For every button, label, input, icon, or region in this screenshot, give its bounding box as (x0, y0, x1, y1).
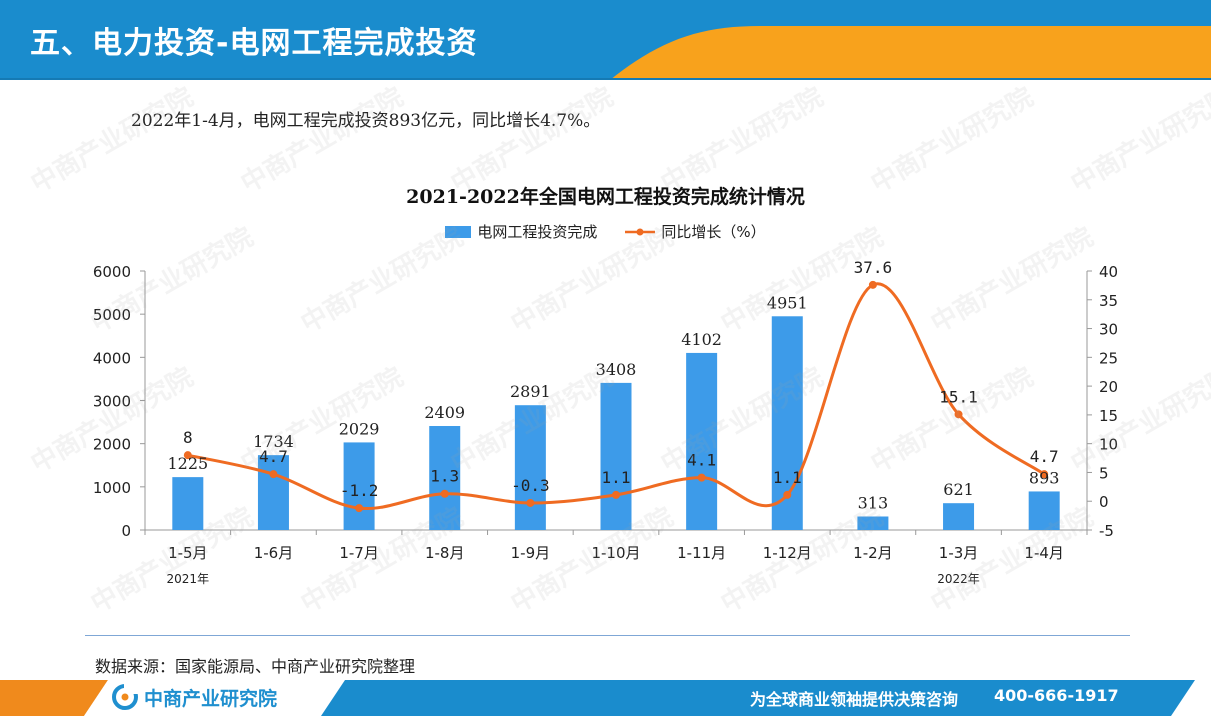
y-right-tick-label: 35 (1099, 292, 1118, 310)
y-right-tick-label: 10 (1099, 436, 1118, 454)
x-tick-label: 1-12月 (763, 544, 812, 562)
y-left-tick-label: 2000 (93, 436, 131, 454)
bar (343, 442, 375, 530)
y-right-tick-label: 5 (1099, 464, 1109, 482)
x-tick-label: 1-3月 (939, 544, 979, 562)
source-text: 数据来源：国家能源局、中商产业研究院整理 (95, 657, 416, 676)
year-label: 2021年 (167, 572, 210, 586)
bar-data-label: 2029 (339, 419, 380, 438)
bar-data-label: 1225 (167, 454, 208, 473)
growth-point (1040, 470, 1049, 479)
footer-slogan: 为全球商业领袖提供决策咨询 (750, 690, 959, 709)
growth-point (355, 504, 364, 513)
bar (600, 382, 632, 530)
bar (943, 503, 975, 530)
brand-logo: 中商产业研究院 (112, 684, 277, 710)
bar (686, 352, 718, 530)
growth-point (954, 410, 963, 419)
line-data-label: 4.7 (1030, 447, 1059, 466)
y-left-tick-label: 3000 (93, 393, 131, 411)
bar (1028, 491, 1060, 530)
line-data-label: -1.2 (340, 481, 379, 500)
bar-data-label: 1734 (253, 432, 294, 451)
bar-data-label: 621 (943, 480, 974, 499)
x-tick-label: 1-9月 (511, 544, 551, 562)
legend-item-bar: 电网工程投资完成 (445, 221, 597, 242)
growth-point (612, 490, 620, 499)
year-label: 2022年 (937, 572, 980, 586)
divider (85, 635, 1130, 636)
line-data-label: 1.3 (430, 467, 459, 486)
x-tick-label: 1-4月 (1024, 544, 1064, 562)
x-tick-label: 1-10月 (591, 544, 640, 562)
bar-data-label: 4102 (681, 330, 722, 349)
bar (257, 455, 289, 530)
legend-bar-label: 电网工程投资完成 (477, 223, 598, 241)
chart-title: 2021-2022年全国电网工程投资完成统计情况 (406, 186, 805, 208)
y-right-tick-label: 30 (1099, 321, 1118, 339)
y-right-tick-label: 25 (1099, 349, 1118, 367)
bar-data-label: 313 (858, 493, 889, 512)
bar (172, 477, 204, 530)
y-left-tick-label: 6000 (93, 263, 131, 281)
line-data-label: 8 (183, 428, 193, 447)
y-right-tick-label: 0 (1099, 493, 1109, 511)
growth-point (697, 473, 706, 482)
bar (429, 426, 461, 530)
bar-data-label: 2891 (510, 382, 551, 401)
brand-logo-icon (112, 684, 138, 710)
line-data-label: 1.1 (773, 468, 802, 487)
bar (857, 516, 889, 530)
bar-data-label: 893 (1029, 468, 1060, 487)
growth-point (868, 280, 877, 289)
x-tick-label: 1-8月 (425, 544, 465, 562)
growth-point (440, 489, 449, 498)
y-left-tick-label: 4000 (93, 349, 131, 367)
footer-band (0, 680, 1195, 716)
legend-line-swatch (625, 228, 656, 235)
growth-point (526, 498, 535, 507)
growth-point (183, 451, 192, 460)
line-data-label: 4.7 (259, 447, 288, 466)
brand-name: 中商产业研究院 (144, 687, 278, 710)
bar-data-label: 4951 (767, 293, 808, 312)
y-right-tick-label: 40 (1099, 263, 1118, 281)
line-data-label: -0.3 (511, 476, 550, 495)
y-left-tick-label: 1000 (93, 479, 131, 497)
bar-data-label: 2409 (424, 403, 465, 422)
x-tick-label: 1-6月 (254, 544, 294, 562)
chart-legend: 电网工程投资完成 同比增长（%） (0, 221, 1211, 242)
y-left-tick-label: 0 (121, 522, 131, 540)
x-tick-label: 1-7月 (339, 544, 379, 562)
legend-line-label: 同比增长（%） (661, 223, 766, 241)
line-data-label: 4.1 (687, 451, 716, 470)
line-data-label: 37.6 (854, 258, 893, 277)
footer-hotline: 400-666-1917 (994, 686, 1119, 705)
line-data-label: 15.1 (939, 387, 978, 406)
growth-point (269, 470, 278, 479)
page-title: 五、电力投资-电网工程完成投资 (30, 26, 478, 61)
legend-bar-swatch (445, 225, 472, 238)
legend-item-line: 同比增长（%） (625, 221, 766, 242)
y-right-tick-label: 20 (1099, 378, 1118, 396)
summary-text: 2022年1-4月，电网工程完成投资893亿元，同比增长4.7%。 (131, 111, 601, 131)
header-band (0, 0, 1211, 80)
x-tick-label: 1-11月 (677, 544, 726, 562)
y-right-tick-label: 15 (1099, 407, 1118, 425)
line-data-label: 1.1 (602, 468, 631, 487)
growth-point (783, 490, 792, 499)
bar-data-label: 3408 (596, 360, 637, 379)
bar (514, 405, 546, 530)
growth-line (187, 282, 1046, 511)
x-tick-label: 1-2月 (853, 544, 893, 562)
y-left-tick-label: 5000 (93, 306, 131, 324)
x-tick-label: 1-5月 (168, 544, 208, 562)
y-right-tick-label: -5 (1099, 522, 1114, 540)
